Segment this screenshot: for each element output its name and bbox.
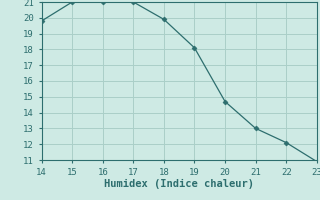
X-axis label: Humidex (Indice chaleur): Humidex (Indice chaleur) bbox=[104, 179, 254, 189]
